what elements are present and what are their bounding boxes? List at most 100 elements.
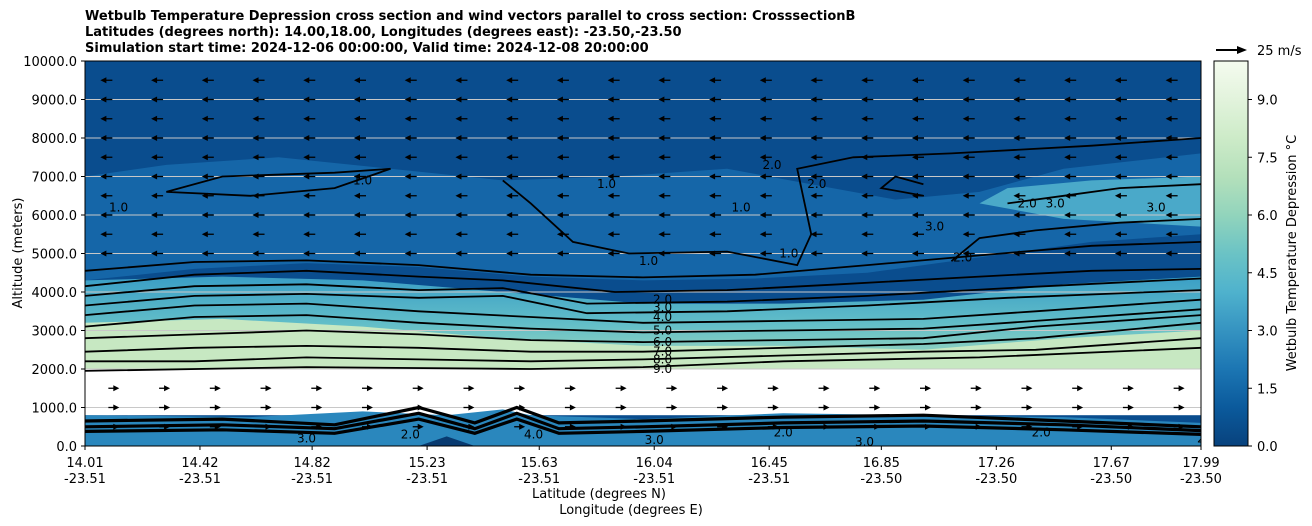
contour-label: 2.0 <box>774 426 793 440</box>
contour-label: 3.0 <box>1147 200 1166 214</box>
wind-vector-head <box>671 385 678 392</box>
wind-vector-head <box>556 77 563 84</box>
wind-vector-head <box>658 77 665 84</box>
y-tick-label: 2000.0 <box>32 363 78 378</box>
wind-vector-head <box>556 154 563 161</box>
wind-vector-head <box>252 96 259 103</box>
x-tick-label-lat: 14.82 <box>294 456 331 471</box>
x-tick-label-lon: -23.51 <box>291 472 333 487</box>
contour-label: 2.0 <box>953 250 972 264</box>
wind-vector-head <box>1178 385 1185 392</box>
wind-vector-head <box>759 115 766 122</box>
wind-vector-head <box>1064 96 1071 103</box>
wind-vector-head <box>201 96 208 103</box>
wind-vector-head <box>252 115 259 122</box>
wind-vector-head <box>354 192 360 199</box>
wind-vector-head <box>1114 192 1121 199</box>
wind-vector-head <box>1013 192 1020 199</box>
wind-vector-head <box>1114 173 1121 180</box>
wind-vector-head <box>1064 231 1071 238</box>
wind-vector-head <box>1013 231 1020 238</box>
wind-vector-head <box>1165 212 1172 218</box>
wind-vector-head <box>874 404 881 411</box>
wind-vector-head <box>100 115 107 122</box>
wind-vector-head <box>316 385 323 392</box>
wind-vector-head <box>658 154 665 161</box>
contour-label: 2.0 <box>653 293 672 307</box>
wind-vector-head <box>303 96 310 103</box>
contour-line <box>85 337 1201 363</box>
wind-vector-head <box>151 231 158 238</box>
wind-vector-head <box>861 192 868 199</box>
wind-vector-head <box>1114 115 1121 122</box>
wind-vector-head <box>151 96 158 103</box>
wind-vector-head <box>962 192 969 199</box>
wind-vector-head <box>924 385 931 392</box>
wind-vector-head <box>404 115 411 122</box>
wind-vector-head <box>1178 423 1185 430</box>
colorbar-tick-label: 6.0 <box>1257 209 1278 224</box>
wind-vector-head <box>912 250 918 257</box>
wind-vector-head <box>962 96 969 103</box>
wind-vector-head <box>354 173 360 180</box>
wind-vector-head <box>709 231 716 238</box>
wind-vector-head <box>506 154 513 161</box>
field-moist-pocket <box>979 176 1201 227</box>
wind-vector-head <box>1165 250 1172 257</box>
wind-vector-head <box>759 154 766 161</box>
wind-vector-head <box>316 404 323 411</box>
wind-vector-head <box>709 135 716 141</box>
wind-vector-head <box>759 77 766 84</box>
wind-vector-head <box>1114 250 1121 257</box>
wind-vector-head <box>620 385 627 392</box>
wind-vector-head <box>861 231 868 238</box>
wind-vector-head <box>823 423 830 430</box>
wind-vector-head <box>962 154 969 161</box>
wind-vector-head <box>100 173 107 180</box>
wind-vector-head <box>1013 154 1020 161</box>
wind-vector-head <box>823 404 830 411</box>
contour-label: 3.0 <box>925 220 944 234</box>
x-tick-label-lon: -23.50 <box>860 472 902 487</box>
wind-vector-head <box>962 250 969 257</box>
wind-vector-head <box>709 77 716 84</box>
field-mid-layer <box>85 153 1201 281</box>
wind-vector-head <box>1165 135 1172 141</box>
wind-vector-head <box>709 212 716 218</box>
x-tick-label-lon: -23.51 <box>518 472 560 487</box>
wind-vector-head <box>354 212 360 218</box>
wind-vector-head <box>519 404 526 411</box>
wind-vector-head <box>354 77 360 84</box>
wind-vector-head <box>912 212 918 218</box>
colorbar-tick-label: 4.5 <box>1257 267 1278 282</box>
wind-vector-head <box>417 385 424 392</box>
contour-label: 3.0 <box>297 431 316 445</box>
wind-vector-head <box>759 192 766 199</box>
wind-vector-head <box>709 115 716 122</box>
wind-vector-head <box>709 250 716 257</box>
wind-vector-head <box>404 192 411 199</box>
wind-vector-head <box>1064 115 1071 122</box>
wind-vector-head <box>417 423 424 430</box>
contour-line <box>85 411 1201 433</box>
wind-vector-head <box>303 212 310 218</box>
wind-vector-head <box>303 154 310 161</box>
wind-vector-head <box>810 77 817 84</box>
contour-line <box>85 346 1201 372</box>
wind-vector-head <box>975 385 982 392</box>
y-tick-label: 6000.0 <box>32 209 78 224</box>
wind-vector-head <box>201 135 208 141</box>
wind-vector-head <box>556 173 563 180</box>
colorbar-tick-label: 1.5 <box>1257 382 1278 397</box>
wind-vector-head <box>506 135 513 141</box>
contour-line <box>85 277 1201 305</box>
wind-vector-head <box>607 96 614 103</box>
wind-vector-head <box>1127 404 1134 411</box>
wind-vector-head <box>455 250 462 257</box>
wind-vector-head <box>404 231 411 238</box>
wind-vector-head <box>924 423 931 430</box>
wind-vector-head <box>303 115 310 122</box>
contour-line <box>85 268 1201 293</box>
contour-label: 3.0 <box>653 300 672 314</box>
